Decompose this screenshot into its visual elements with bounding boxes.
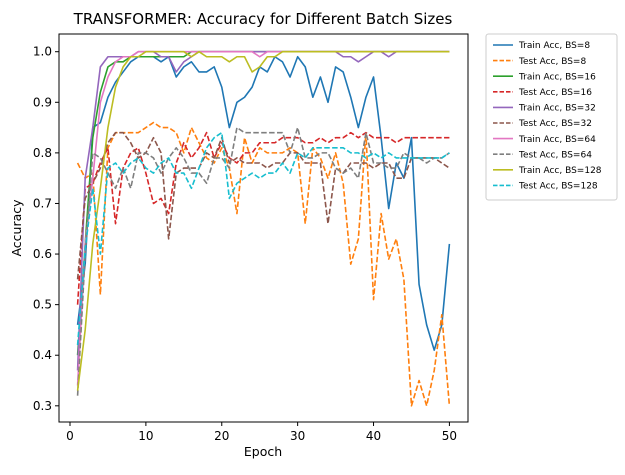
legend-label: Train Acc, BS=8: [518, 41, 590, 51]
y-tick-label: 0.7: [33, 196, 52, 210]
legend-label: Train Acc, BS=64: [518, 135, 596, 145]
legend-label: Test Acc, BS=8: [518, 57, 586, 67]
y-tick-label: 0.8: [33, 146, 52, 160]
series-lines-group: [76, 50, 451, 407]
x-tick-label: 50: [442, 429, 457, 443]
y-tick-label: 0.3: [33, 399, 52, 413]
x-tick-label: 0: [66, 429, 74, 443]
legend-label: Test Acc, BS=64: [518, 150, 592, 160]
y-tick-label: 1.0: [33, 45, 52, 59]
series-line-10: [76, 131, 450, 346]
series-line-6: [76, 131, 450, 280]
y-tick-label: 0.5: [33, 298, 52, 312]
legend-label: Test Acc, BS=128: [518, 182, 598, 192]
series-line-5: [76, 50, 450, 371]
x-tick-label: 10: [138, 429, 153, 443]
series-line-7: [76, 50, 450, 386]
legend-label: Test Acc, BS=16: [518, 88, 592, 98]
legend-label: Train Acc, BS=32: [518, 104, 596, 114]
x-axis: 0 10 20 30 40 50: [66, 422, 457, 443]
legend: Train Acc, BS=8 Test Acc, BS=8 Train Acc, …: [485, 33, 618, 201]
series-line-2: [76, 121, 451, 407]
plot-frame: [58, 33, 469, 423]
legend-label: Test Acc, BS=32: [518, 119, 592, 129]
y-tick-label: 0.9: [33, 95, 52, 109]
series-line-9: [76, 50, 450, 391]
legend-label: Train Acc, BS=16: [518, 72, 596, 82]
legend-label: Train Acc, BS=128: [518, 166, 602, 176]
y-axis: 0.3 0.4 0.5 0.6 0.7 0.8 0.9 1.0: [33, 45, 59, 413]
series-line-3: [76, 50, 450, 356]
x-tick-label: 40: [366, 429, 381, 443]
y-axis-label: Accuracy: [9, 199, 24, 257]
legend-box: [485, 33, 618, 201]
x-tick-label: 30: [290, 429, 305, 443]
series-line-8: [76, 126, 450, 396]
series-line-4: [76, 131, 450, 305]
x-axis-label: Epoch: [244, 444, 282, 459]
y-tick-label: 0.4: [33, 348, 52, 362]
series-line-1: [76, 55, 451, 351]
chart-title: TRANSFORMER: Accuracy for Different Batc…: [73, 10, 453, 28]
y-tick-label: 0.6: [33, 247, 52, 261]
x-tick-label: 20: [214, 429, 229, 443]
